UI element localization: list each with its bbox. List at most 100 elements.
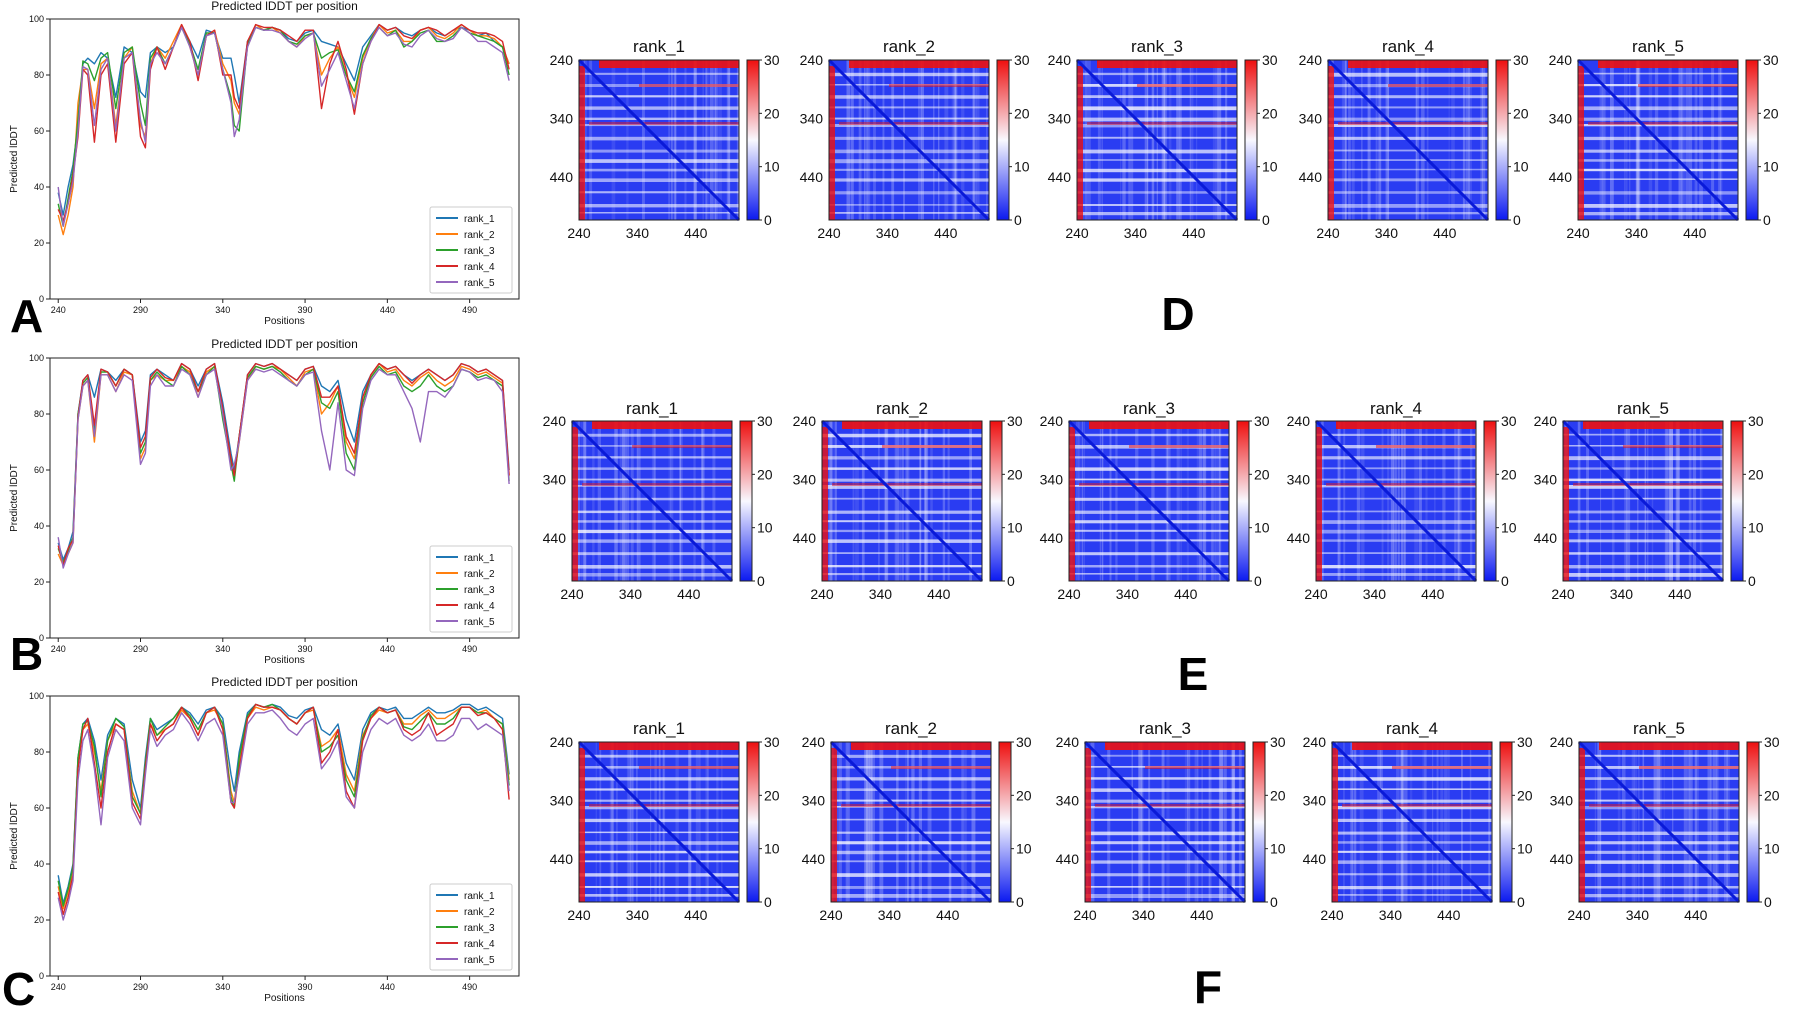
heatmap-row-band	[1328, 106, 1488, 109]
heatmap-x-tick: 340	[1132, 907, 1156, 923]
colorbar-tick-label: 30	[1764, 734, 1780, 750]
heatmap-diagonal	[1577, 740, 1741, 904]
heatmap-column-band	[1707, 742, 1712, 902]
heatmap-row-band	[829, 178, 989, 182]
heatmap-column-band	[1651, 421, 1654, 581]
pae-heatmap	[829, 740, 1014, 904]
heatmap-title: rank_1	[626, 399, 678, 418]
colorbar	[1495, 59, 1509, 221]
heatmap-x-tick: 240	[567, 225, 591, 241]
heatmap-column-band	[701, 421, 705, 581]
colorbar	[1252, 741, 1266, 903]
heatmap-row-band	[1077, 191, 1237, 194]
heatmap-row-band	[831, 818, 991, 821]
heatmap-column-band	[1637, 421, 1639, 581]
y-tick-label: 100	[29, 14, 44, 24]
heatmap-row-band	[1085, 806, 1245, 809]
heatmap-x-tick: 440	[1433, 225, 1457, 241]
heatmap-row-band	[1332, 841, 1492, 844]
heatmap-row-band	[572, 510, 732, 514]
colorbar-tick-label: 0	[1262, 212, 1270, 228]
heatmap-column-band	[1201, 742, 1203, 902]
heatmap-column-band	[905, 742, 909, 902]
heatmap-diagonal	[1561, 419, 1725, 583]
heatmap-row-band	[1578, 204, 1738, 208]
heatmap-frame	[1084, 741, 1246, 903]
heatmap-column-band	[1085, 60, 1088, 220]
heatmap-column-band	[1176, 60, 1180, 220]
heatmap-column-band	[1232, 742, 1236, 902]
heatmap-diagonal	[829, 740, 993, 904]
heatmap-column-band	[1202, 421, 1206, 581]
heatmap-column-band	[1434, 421, 1436, 581]
colorbar-tick-label: 30	[1262, 52, 1278, 68]
series-line-rank_2	[57, 23, 510, 236]
heatmap-row-band	[822, 539, 982, 543]
colorbar-tick-label: 20	[1517, 787, 1533, 803]
heatmap-row-band	[1085, 831, 1245, 836]
x-tick-label: 290	[133, 644, 148, 654]
series-line-rank_5	[57, 26, 510, 227]
colorbar-tick-label: 10	[1014, 159, 1030, 175]
colorbar-tick-label: 0	[1270, 894, 1278, 910]
heatmap-row-band	[1085, 841, 1245, 845]
heatmap-column-band	[1633, 742, 1638, 902]
heatmap-x-tick: 440	[934, 225, 958, 241]
heatmap-high-band	[1332, 748, 1338, 902]
heatmap-column-band	[1400, 421, 1404, 581]
heatmap-row-band	[579, 149, 739, 153]
colorbar-tick-label: 20	[1748, 466, 1764, 482]
heatmap-row-band	[1069, 520, 1229, 524]
heatmap-column-band	[896, 742, 899, 902]
heatmap-column-band	[1670, 421, 1673, 581]
x-tick-label: 240	[51, 644, 66, 654]
heatmap-row-band	[1563, 433, 1723, 436]
heatmap-y-tick: 440	[1303, 851, 1327, 867]
heatmap-y-tick: 440	[550, 169, 574, 185]
x-tick-label: 240	[51, 305, 66, 315]
heatmap-column-band	[1138, 742, 1140, 902]
heatmap-column-band	[971, 742, 976, 902]
heatmap-column-band	[592, 421, 595, 581]
heatmap-frame	[1578, 741, 1740, 903]
colorbar-tick-label: 10	[757, 520, 773, 536]
heatmap-x-tick: 440	[684, 907, 708, 923]
heatmap-x-tick: 340	[869, 586, 893, 602]
heatmap-y-tick: 340	[543, 471, 567, 487]
legend-label: rank_1	[464, 553, 495, 564]
heatmap-column-band	[836, 742, 840, 902]
heatmap-high-band	[1392, 766, 1492, 769]
heatmap-y-tick: 440	[1056, 851, 1080, 867]
heatmap-row-band	[579, 873, 739, 877]
pae-heatmap	[1075, 58, 1260, 222]
heatmap-row-band	[829, 212, 989, 214]
heatmap-column-band	[625, 421, 628, 581]
heatmap-column-band	[954, 60, 958, 220]
panel-label: B	[10, 628, 43, 680]
heatmap-row-band	[1077, 136, 1237, 139]
colorbar-tick-label: 0	[1513, 212, 1521, 228]
heatmap-column-band	[969, 421, 972, 581]
heatmap-high-band	[1095, 804, 1245, 807]
heatmap-column-band	[1653, 742, 1657, 902]
heatmap-column-band	[1442, 421, 1446, 581]
heatmap-x-tick: 240	[1316, 225, 1340, 241]
heatmap-column-band	[927, 742, 931, 902]
heatmap-row-band	[1332, 788, 1492, 790]
heatmap-column-band	[1115, 421, 1118, 581]
heatmap-column-band	[1695, 742, 1699, 902]
heatmap-column-band	[1415, 60, 1418, 220]
heatmap-column-band	[581, 421, 583, 581]
heatmap-column-band	[1135, 421, 1139, 581]
heatmap-high-band	[1087, 122, 1237, 125]
heatmap-y-tick: 340	[1040, 471, 1064, 487]
legend-label: rank_5	[464, 278, 495, 289]
panel-label: E	[1178, 648, 1209, 700]
heatmap-row-band	[1328, 178, 1488, 182]
heatmap-row-band	[1579, 806, 1739, 810]
pae-heatmap	[820, 419, 1005, 583]
heatmap-column-band	[679, 421, 682, 581]
heatmap-x-tick: 240	[1320, 907, 1344, 923]
heatmap-column-band	[1151, 421, 1155, 581]
heatmap-title: rank_2	[885, 719, 937, 738]
